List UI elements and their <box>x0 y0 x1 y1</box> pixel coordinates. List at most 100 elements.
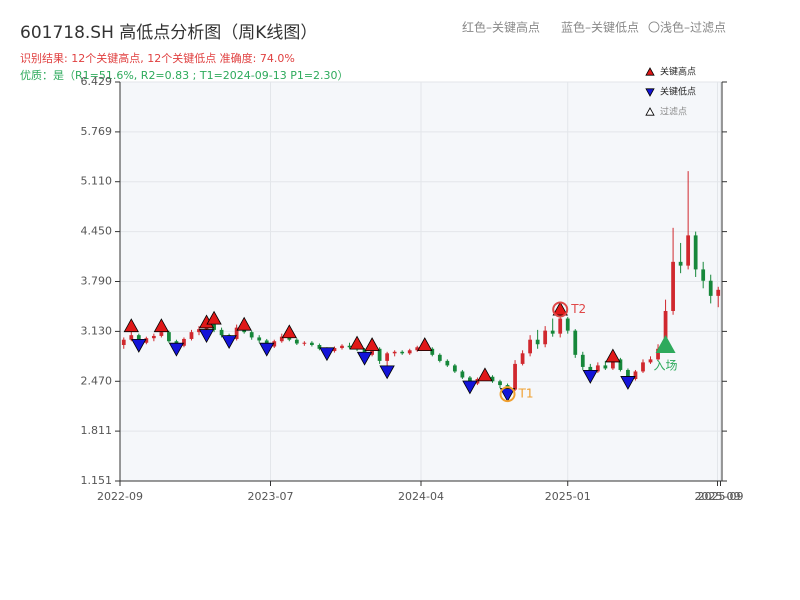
header-legend: 〇浅色–过滤点 <box>648 21 726 35</box>
candle-body <box>287 336 292 340</box>
candle-body <box>272 341 277 347</box>
point-marker <box>620 376 636 390</box>
chart-title: 601718.SH 高低点分析图（周K线图） <box>20 23 317 43</box>
legend-label: 关键高点 <box>660 66 696 78</box>
point-marker <box>153 318 170 333</box>
candle-body <box>708 280 713 296</box>
candle-body <box>716 289 721 296</box>
candle-body <box>370 348 374 355</box>
candle-body <box>294 339 299 344</box>
point-marker <box>605 348 621 363</box>
candle-body <box>452 365 457 372</box>
candle-body <box>603 365 608 369</box>
candle-body <box>340 345 344 349</box>
candle-body <box>159 332 164 336</box>
x-tick-label: 2023-07 <box>248 490 294 503</box>
legend-symbol <box>645 88 655 97</box>
quality-text: 优质：是（R1=51.6%, R2=0.83 ; T1=2024-09-13 P… <box>20 69 349 82</box>
legend-symbol <box>645 107 655 116</box>
candle-body <box>317 345 322 349</box>
point-marker <box>319 347 335 362</box>
y-tick-label: 3.130 <box>81 324 113 337</box>
candle-body <box>197 329 201 333</box>
header-legend: 红色–关键高点 <box>462 20 540 35</box>
candle-body <box>678 261 683 266</box>
legend-symbol <box>645 67 655 76</box>
candle-body <box>129 335 134 340</box>
candle-body <box>407 350 412 354</box>
point-marker <box>131 339 147 353</box>
candle-body <box>701 269 706 281</box>
candle-body <box>302 342 307 344</box>
candle-body <box>151 335 156 339</box>
candle-body <box>144 338 149 343</box>
point-marker <box>417 337 433 352</box>
candle-body <box>550 330 555 334</box>
candle-body <box>588 366 593 372</box>
point-marker <box>168 342 185 357</box>
x-tick-label: 2024-04 <box>398 490 444 503</box>
point-marker <box>236 316 252 331</box>
candle-body <box>468 377 472 384</box>
annotation-marker <box>655 335 676 354</box>
candle-body <box>535 339 540 345</box>
header-legend: 蓝色–关键低点 <box>561 21 639 35</box>
legend-label: 关键低点 <box>660 86 696 98</box>
candle-body <box>693 235 698 270</box>
candle-body <box>392 351 397 354</box>
candle-body <box>400 351 405 354</box>
candle-body <box>528 339 532 354</box>
candle-body <box>663 310 668 349</box>
candle-body <box>475 379 480 384</box>
candle-body <box>377 348 382 361</box>
candle-body <box>347 345 352 348</box>
point-marker <box>198 329 215 343</box>
candle-body <box>121 339 126 346</box>
point-marker <box>281 324 297 339</box>
x-tick-label: 2025-09 <box>695 490 741 503</box>
y-tick-label: 2.470 <box>81 374 113 387</box>
point-marker <box>356 351 373 366</box>
candle-body <box>415 347 420 351</box>
candle-body <box>513 363 517 390</box>
candle-body <box>385 353 390 361</box>
candle-body <box>167 332 171 342</box>
annotation-marker <box>552 301 569 318</box>
candle-body <box>580 354 585 367</box>
candle-body <box>310 342 314 346</box>
candle-body <box>460 371 465 378</box>
candle-body <box>573 330 578 355</box>
x-tick-label: 2025-01 <box>545 490 591 503</box>
candle-body <box>520 353 525 364</box>
result-text: 识别结果: 12个关键高点, 12个关键低点 准确度: 74.0% <box>20 51 295 65</box>
candle-body <box>565 318 570 331</box>
y-tick-label: 3.790 <box>81 275 113 288</box>
y-tick-label: 4.450 <box>81 225 113 238</box>
point-marker <box>206 310 222 325</box>
point-marker <box>379 365 395 380</box>
candle-body <box>490 376 495 382</box>
annotation-label: T2 <box>570 302 586 316</box>
point-marker <box>499 388 516 402</box>
candle-body <box>234 327 239 339</box>
legend-label: 过滤点 <box>660 106 687 118</box>
candle-body <box>543 330 548 345</box>
point-marker <box>123 318 139 333</box>
candle-body <box>686 235 691 266</box>
annotation-label: T1 <box>518 387 534 401</box>
candle-body <box>558 318 563 334</box>
point-marker <box>462 380 478 395</box>
point-marker <box>477 367 493 382</box>
annotation-label: 入场 <box>654 359 678 373</box>
candle-body <box>279 336 284 342</box>
candle-body <box>618 359 623 370</box>
candle-body <box>595 365 600 372</box>
y-tick-label: 6.429 <box>81 75 113 88</box>
candle-body <box>212 324 216 330</box>
candle-body <box>332 348 337 352</box>
candle-body <box>437 354 442 361</box>
candle-body <box>219 329 224 336</box>
point-marker <box>221 335 237 350</box>
